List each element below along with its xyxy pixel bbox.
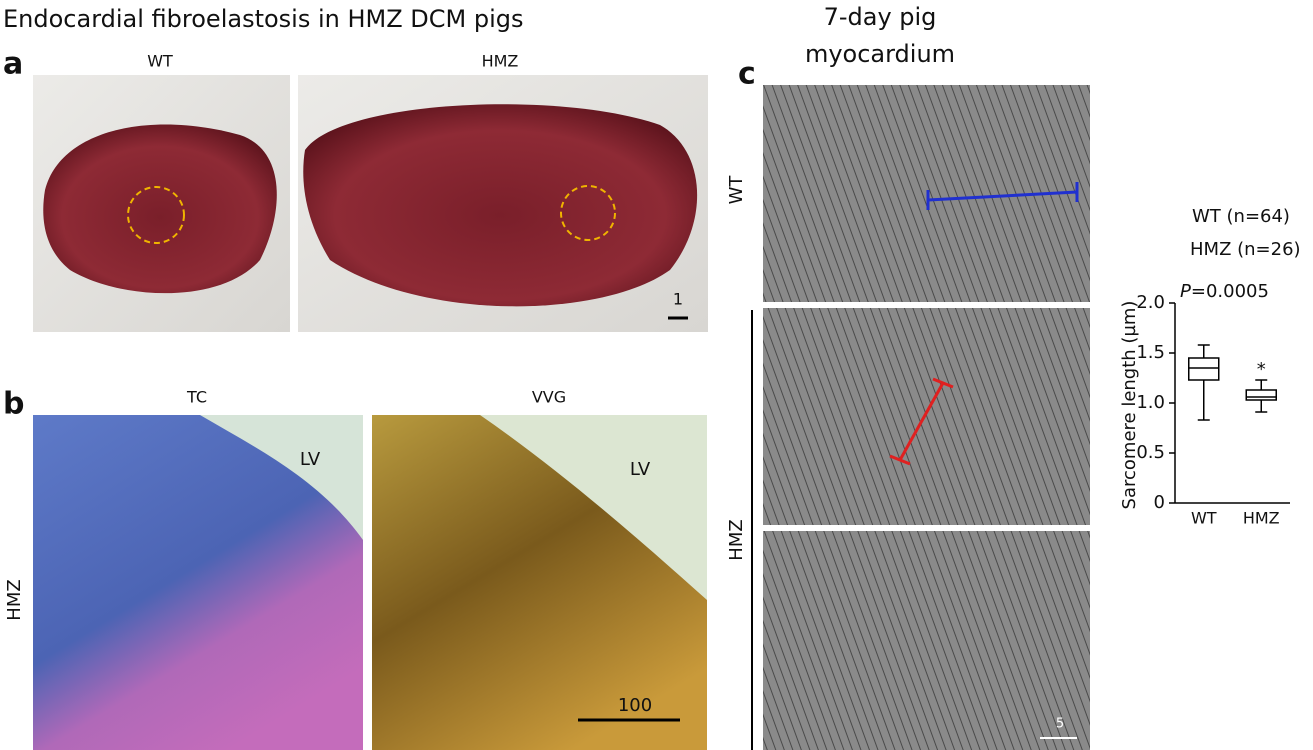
heart-photo [43, 124, 277, 294]
legend-entry: HMZ (n=26) [1190, 239, 1301, 260]
p-text: =0.0005 [1191, 281, 1269, 302]
row-label: WT [726, 175, 747, 205]
sarcomere-marker [898, 382, 945, 461]
x-tick-label: WT [1191, 509, 1217, 528]
y-tick-label: 1.0 [1136, 392, 1165, 413]
row-label: HMZ [726, 519, 747, 560]
region-label: LV [300, 449, 321, 470]
panel-label: VVG [532, 388, 566, 407]
panel-letter: a [3, 47, 23, 82]
p-value: P=0.0005 [1180, 281, 1269, 302]
figure-title: Endocardial fibroelastosis in HMZ DCM pi… [3, 5, 524, 33]
sarcomere-marker [927, 190, 1078, 202]
box [1245, 389, 1277, 401]
figure-title: myocardium [805, 40, 955, 68]
lumen [200, 415, 363, 540]
y-tick-label: 0.5 [1136, 442, 1165, 463]
em-image [763, 308, 1090, 525]
panel-label: TC [186, 388, 207, 407]
lumen [480, 415, 707, 600]
significance-mark: * [1257, 359, 1266, 380]
figure-title: 7-day pig [824, 3, 937, 31]
highlight-circle [127, 186, 185, 244]
region-label: LV [630, 459, 651, 480]
y-tick-label: 2.0 [1136, 292, 1165, 313]
sarcomere-marker [889, 454, 911, 466]
y-tick-label: 0 [1154, 492, 1165, 513]
em-image [763, 531, 1090, 750]
panel-label: WT [147, 52, 173, 71]
x-tick-label: HMZ [1243, 509, 1280, 528]
highlight-circle [560, 185, 616, 241]
row-label: HMZ [4, 579, 25, 620]
sarcomere-marker [932, 377, 954, 389]
heart-photo [303, 104, 698, 307]
panel-letter: b [3, 387, 24, 422]
y-tick-label: 1.5 [1136, 342, 1165, 363]
y-axis-title: Sarcomere length (µm) [1119, 301, 1140, 510]
scale-label: 5 [1056, 717, 1064, 732]
box [1188, 357, 1220, 381]
scale-label: 1 [673, 290, 683, 309]
legend-entry: WT (n=64) [1192, 206, 1290, 227]
p-symbol: P [1180, 281, 1191, 302]
panel-label: HMZ [482, 52, 519, 71]
scale-label: 100 [618, 695, 652, 716]
panel-letter: c [738, 57, 756, 92]
